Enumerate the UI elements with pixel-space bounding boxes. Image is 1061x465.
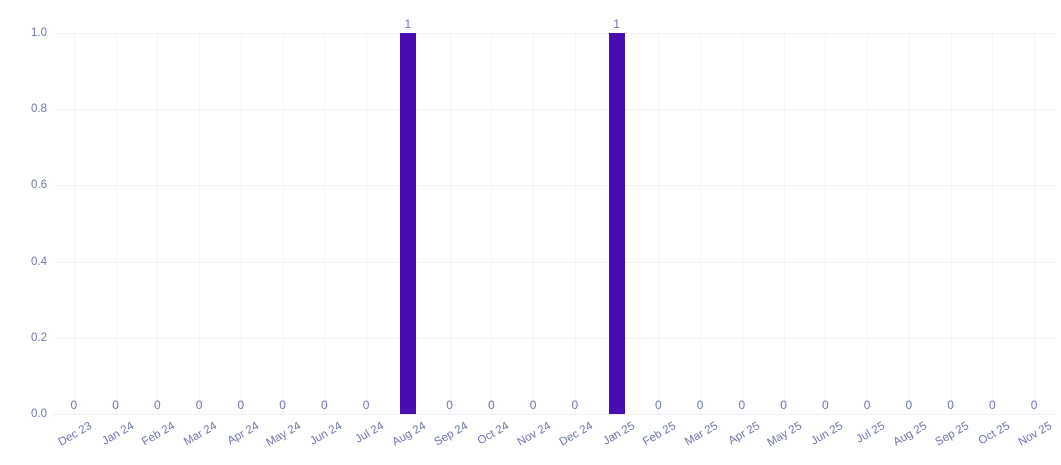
x-gridline bbox=[825, 33, 827, 414]
x-gridline bbox=[199, 33, 201, 414]
bar-value-label: 0 bbox=[655, 398, 662, 412]
x-axis-tick-label: Nov 24 bbox=[515, 420, 554, 449]
x-axis-tick-label: Apr 25 bbox=[726, 420, 762, 448]
x-axis-tick-label: Jan 25 bbox=[600, 420, 637, 448]
bar-value-label: 0 bbox=[738, 398, 746, 412]
bar-value-label: 0 bbox=[195, 398, 203, 412]
x-axis-tick-label: Mar 24 bbox=[182, 420, 220, 449]
bar[interactable] bbox=[608, 33, 625, 414]
x-axis-tick-label: Sep 25 bbox=[933, 420, 971, 449]
x-axis-tick-label: Jan 24 bbox=[99, 420, 136, 448]
y-axis-tick-label: 1.0 bbox=[31, 27, 47, 39]
bar-value-label: 0 bbox=[696, 398, 704, 412]
bar-value-label: 0 bbox=[947, 398, 954, 412]
bar-value-label: 0 bbox=[321, 398, 328, 412]
y-axis-tick-label: 0.0 bbox=[31, 408, 47, 420]
y-gridline bbox=[53, 337, 1055, 339]
x-axis-tick-label: May 24 bbox=[263, 420, 303, 450]
x-axis-tick-label: Sep 24 bbox=[432, 420, 470, 449]
y-gridline bbox=[53, 185, 1055, 187]
x-axis-tick-label: Feb 25 bbox=[641, 420, 679, 449]
x-gridline bbox=[658, 33, 660, 414]
x-axis-tick-label: Jun 25 bbox=[809, 420, 846, 448]
bar-value-label: 0 bbox=[279, 398, 286, 412]
bar[interactable] bbox=[399, 33, 416, 414]
bar-value-label: 0 bbox=[154, 398, 161, 412]
x-axis-tick-label: Jun 24 bbox=[308, 420, 345, 448]
x-gridline bbox=[240, 33, 242, 414]
bar-value-label: 0 bbox=[70, 398, 78, 412]
x-gridline bbox=[574, 33, 576, 414]
y-gridline bbox=[53, 109, 1055, 111]
x-axis-tick-label: Dec 24 bbox=[557, 420, 595, 449]
x-gridline bbox=[700, 33, 702, 414]
x-gridline bbox=[282, 33, 284, 414]
x-gridline bbox=[366, 33, 368, 414]
y-axis-tick-label: 0.2 bbox=[31, 331, 47, 344]
x-gridline bbox=[533, 33, 535, 414]
y-gridline bbox=[53, 261, 1055, 263]
x-axis-tick-label: Feb 24 bbox=[140, 420, 178, 449]
bar-value-label: 0 bbox=[863, 398, 871, 412]
x-axis-tick-label: Apr 24 bbox=[225, 420, 261, 448]
x-gridline bbox=[741, 33, 743, 414]
bar-value-label: 0 bbox=[362, 398, 370, 412]
x-axis-tick-label: Oct 24 bbox=[476, 420, 512, 448]
bar-value-label: 0 bbox=[905, 398, 913, 412]
x-axis-tick-label: May 25 bbox=[764, 420, 804, 450]
bar-value-label: 0 bbox=[529, 398, 537, 412]
x-axis-tick-label: Aug 24 bbox=[390, 420, 428, 449]
x-axis-tick-label: Oct 25 bbox=[977, 420, 1013, 448]
x-gridline bbox=[157, 33, 159, 414]
x-gridline bbox=[449, 33, 451, 414]
bar-value-label: 1 bbox=[613, 17, 620, 31]
y-axis-tick-label: 0.8 bbox=[31, 103, 47, 116]
x-gridline bbox=[867, 33, 869, 414]
bar-value-label: 1 bbox=[404, 17, 412, 31]
x-axis-tick-label: Jul 24 bbox=[353, 420, 387, 446]
x-gridline bbox=[783, 33, 785, 414]
y-axis-tick-label: 0.6 bbox=[31, 179, 47, 192]
x-axis-tick-label: Nov 25 bbox=[1016, 420, 1055, 449]
x-axis-tick-label: Mar 25 bbox=[683, 420, 721, 449]
x-axis-tick-label: Jul 25 bbox=[854, 420, 888, 446]
x-axis-tick-label: Dec 23 bbox=[56, 420, 94, 449]
x-gridline bbox=[324, 33, 326, 414]
x-gridline bbox=[491, 33, 493, 414]
y-gridline bbox=[53, 33, 1055, 34]
bar-value-label: 0 bbox=[112, 398, 119, 412]
bar-value-label: 0 bbox=[989, 398, 996, 412]
x-gridline bbox=[992, 33, 994, 414]
x-gridline bbox=[908, 33, 910, 414]
bar-value-label: 0 bbox=[237, 398, 245, 412]
x-gridline bbox=[950, 33, 952, 414]
x-gridline bbox=[115, 33, 117, 414]
y-axis-tick-label: 0.4 bbox=[31, 255, 47, 268]
bar-value-label: 0 bbox=[571, 398, 579, 412]
x-gridline bbox=[73, 33, 75, 414]
bar-value-label: 0 bbox=[780, 398, 787, 412]
bar-value-label: 0 bbox=[446, 398, 453, 412]
x-gridline bbox=[1034, 33, 1036, 414]
bar-value-label: 0 bbox=[488, 398, 495, 412]
bar-value-label: 0 bbox=[822, 398, 829, 412]
x-axis-tick-label: Aug 25 bbox=[891, 420, 929, 449]
y-gridline bbox=[53, 414, 1055, 415]
plot-area: 0.0 0.2 0.4 0.6 0.8 1.0 0 0 0 0 0 0 0 0 1 0 0 0 0 1 0 0 0 0 0 0 0 0… bbox=[31, 18, 1055, 420]
bar-value-label: 0 bbox=[1030, 398, 1038, 412]
